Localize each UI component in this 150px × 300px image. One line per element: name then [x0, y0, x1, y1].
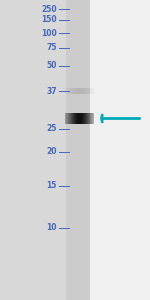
Text: 10: 10 — [46, 224, 57, 232]
Text: 150: 150 — [41, 15, 57, 24]
Bar — [66, 0, 90, 300]
Text: 100: 100 — [41, 28, 57, 38]
Text: 37: 37 — [46, 87, 57, 96]
Text: 25: 25 — [47, 124, 57, 134]
Bar — [0, 0, 90, 300]
Text: 20: 20 — [46, 147, 57, 156]
Text: 15: 15 — [47, 182, 57, 190]
Text: 75: 75 — [46, 44, 57, 52]
Text: 250: 250 — [41, 4, 57, 14]
Text: 50: 50 — [47, 61, 57, 70]
Bar — [90, 0, 150, 300]
